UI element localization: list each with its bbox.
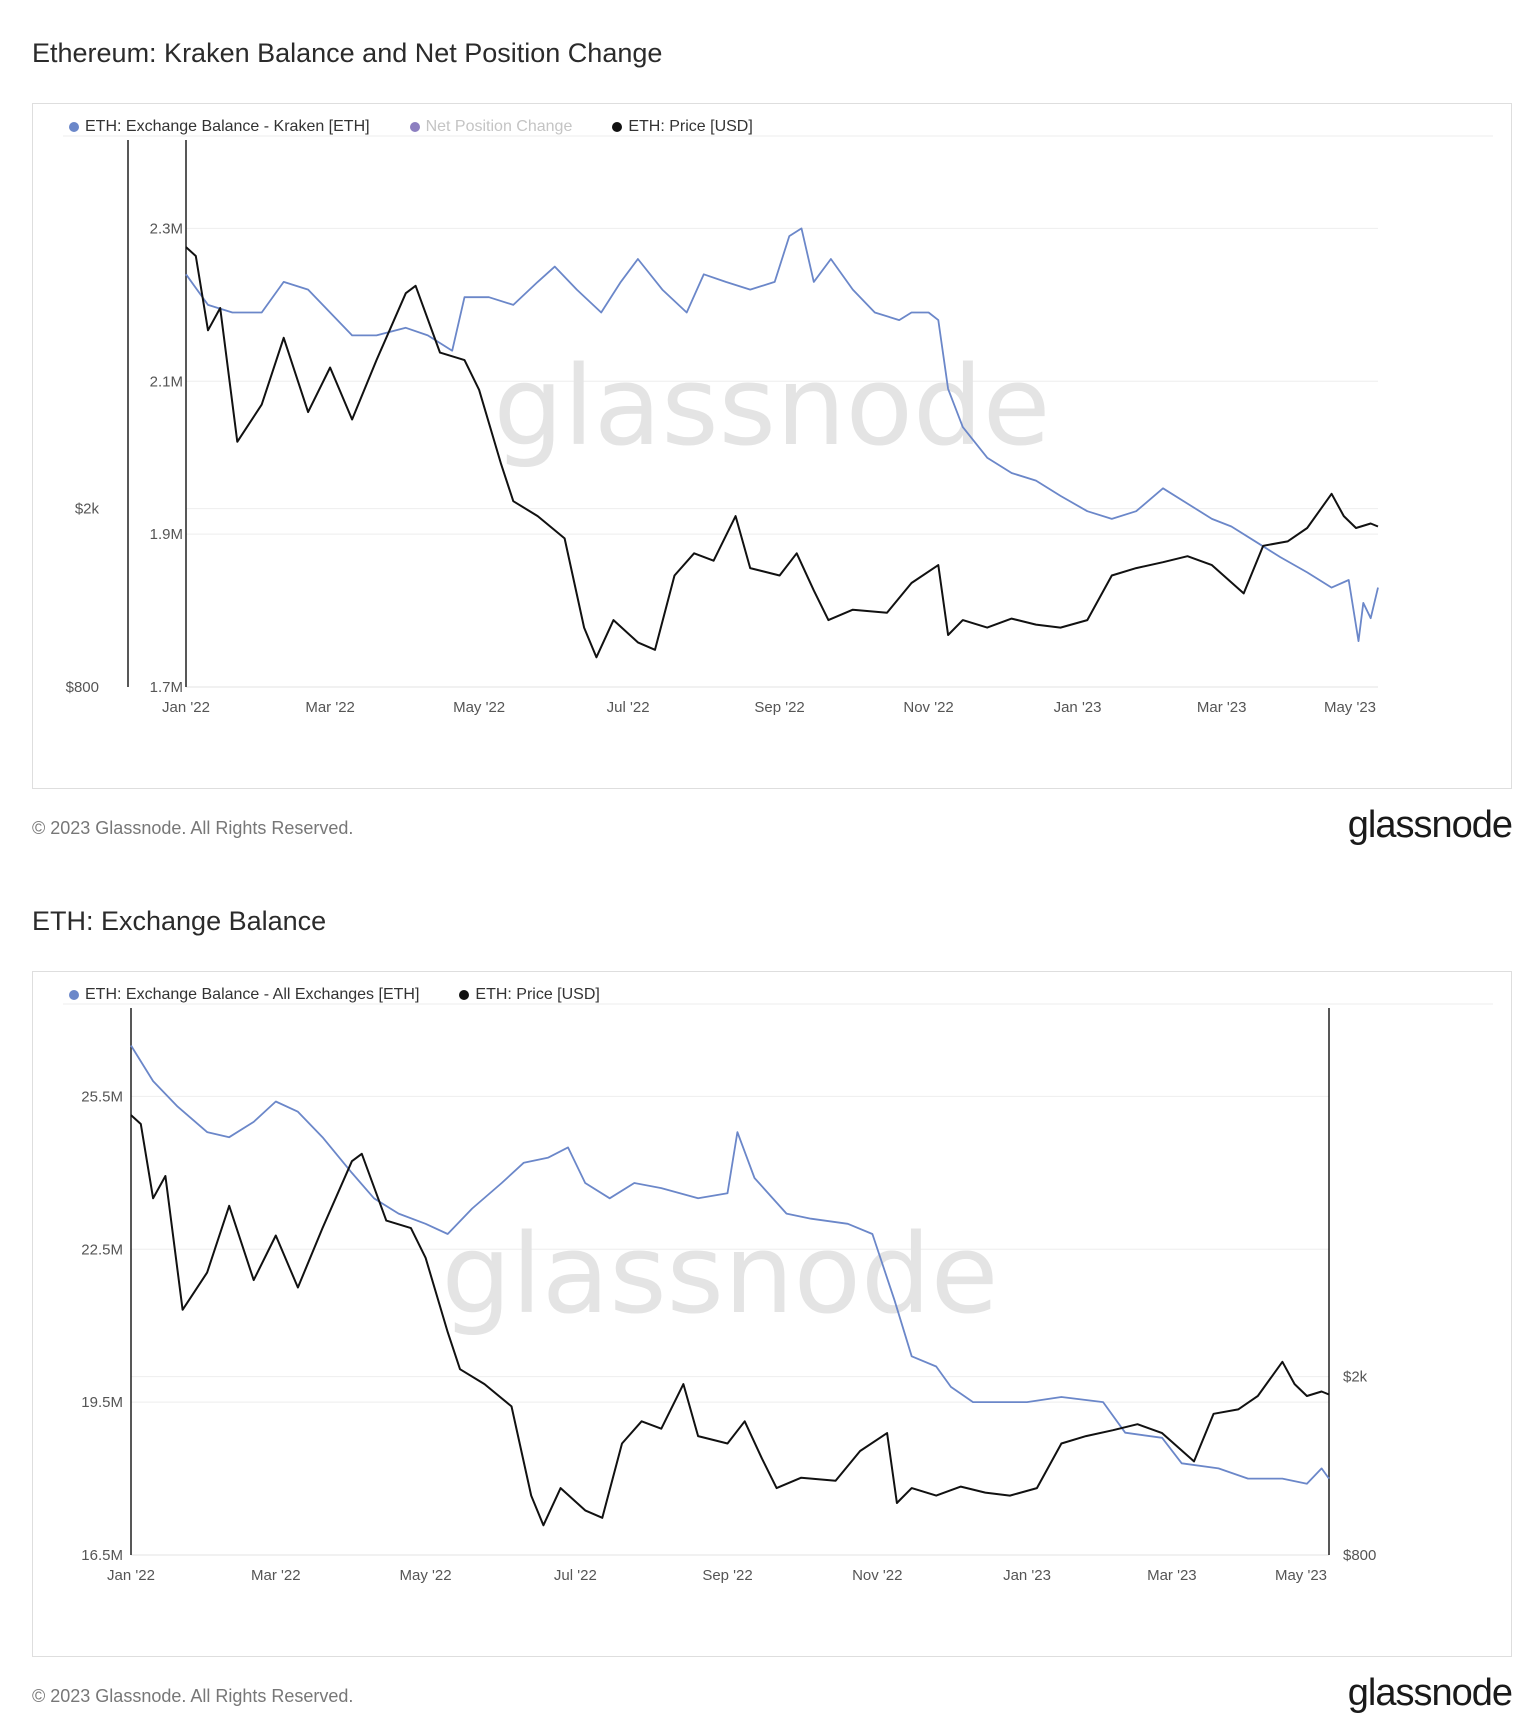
chart-1-glassnode-logo: glassnode [1347, 804, 1513, 846]
y-tick-label-balance: 19.5M [81, 1394, 123, 1411]
y-tick-label-price: $2k [1343, 1369, 1368, 1386]
y-tick-label-balance: 25.5M [81, 1088, 123, 1105]
chart-1-title: Ethereum: Kraken Balance and Net Positio… [32, 38, 663, 68]
legend-dot [459, 990, 470, 1000]
x-tick-label: Mar '23 [1147, 1567, 1197, 1584]
legend-label: ETH: Exchange Balance - Kraken [ETH] [85, 118, 370, 135]
legend-label: ETH: Price [USD] [628, 118, 753, 135]
series-line-eth-price[interactable] [185, 246, 1379, 659]
legend-item-net-position-change[interactable]: Net Position Change [409, 118, 573, 136]
chart-2-panel: ETH: Exchange Balance - All Exchanges [E… [32, 971, 1512, 1657]
chart-2-legend: ETH: Exchange Balance - All Exchanges [E… [69, 986, 600, 1004]
y-tick-label-balance: 2.3M [150, 220, 183, 237]
y-tick-label-price: $2k [75, 501, 100, 518]
legend-item-eth-price[interactable]: ETH: Price [USD] [612, 118, 753, 136]
y-tick-label-balance: 22.5M [81, 1241, 123, 1258]
y-tick-label-balance: 16.5M [81, 1547, 123, 1564]
legend-item-all-exchanges-balance[interactable]: ETH: Exchange Balance - All Exchanges [E… [69, 986, 419, 1004]
x-tick-label: May '23 [1324, 699, 1376, 716]
x-tick-label: Jul '22 [607, 699, 650, 716]
chart-2-glassnode-logo: glassnode [1347, 1672, 1513, 1714]
chart-1-legend: ETH: Exchange Balance - Kraken [ETH] Net… [69, 118, 753, 136]
legend-label: Net Position Change [425, 118, 573, 135]
legend-item-kraken-balance[interactable]: ETH: Exchange Balance - Kraken [ETH] [69, 118, 370, 136]
y-tick-label-price: $800 [66, 679, 99, 696]
x-tick-label: Jan '23 [1003, 1567, 1051, 1584]
legend-dot [69, 122, 79, 132]
chart-1-copyright: © 2023 Glassnode. All Rights Reserved. [32, 818, 354, 838]
x-tick-label: Nov '22 [852, 1567, 902, 1584]
x-tick-label: Jul '22 [554, 1567, 597, 1584]
x-tick-label: Jan '23 [1054, 699, 1102, 716]
series-line-eth-price[interactable] [130, 1114, 1330, 1527]
x-tick-label: May '23 [1275, 1567, 1327, 1584]
x-tick-label: May '22 [453, 699, 505, 716]
x-tick-label: Mar '22 [305, 699, 355, 716]
x-tick-label: Sep '22 [754, 699, 804, 716]
legend-dot [409, 122, 420, 132]
chart-2-copyright: © 2023 Glassnode. All Rights Reserved. [32, 1686, 354, 1706]
x-tick-label: May '22 [400, 1567, 452, 1584]
watermark: glassnode [494, 342, 1051, 470]
chart-2-title: ETH: Exchange Balance [32, 906, 327, 936]
x-tick-label: Mar '23 [1197, 699, 1247, 716]
x-tick-label: Sep '22 [702, 1567, 752, 1584]
series-line-exchange-balance[interactable] [185, 227, 1379, 642]
chart-1-plot[interactable]: glassnode 1.7M 1.9M 2.1M 2.3M $800 $2k Jan '22 M… [33, 104, 1513, 790]
legend-item-eth-price[interactable]: ETH: Price [USD] [459, 986, 600, 1004]
y-tick-label-balance: 2.1M [150, 373, 183, 390]
watermark: glassnode [442, 1210, 999, 1338]
y-tick-label-balance: 1.7M [150, 679, 183, 696]
x-tick-label: Jan '22 [107, 1567, 155, 1584]
legend-label: ETH: Price [USD] [475, 986, 600, 1003]
legend-dot [69, 990, 79, 1000]
chart-1-panel: ETH: Exchange Balance - Kraken [ETH] Net… [32, 103, 1512, 789]
y-tick-label-price: $800 [1343, 1547, 1376, 1564]
series-line-exchange-balance[interactable] [130, 1045, 1330, 1485]
y-tick-label-balance: 1.9M [150, 526, 183, 543]
x-tick-label: Nov '22 [903, 699, 953, 716]
legend-dot [612, 122, 623, 132]
chart-2-plot[interactable]: glassnode 16.5M 19.5M 22.5M 25.5M $800 $2k Jan … [33, 972, 1513, 1658]
x-tick-label: Jan '22 [162, 699, 210, 716]
legend-label: ETH: Exchange Balance - All Exchanges [E… [85, 986, 420, 1003]
x-tick-label: Mar '22 [251, 1567, 301, 1584]
